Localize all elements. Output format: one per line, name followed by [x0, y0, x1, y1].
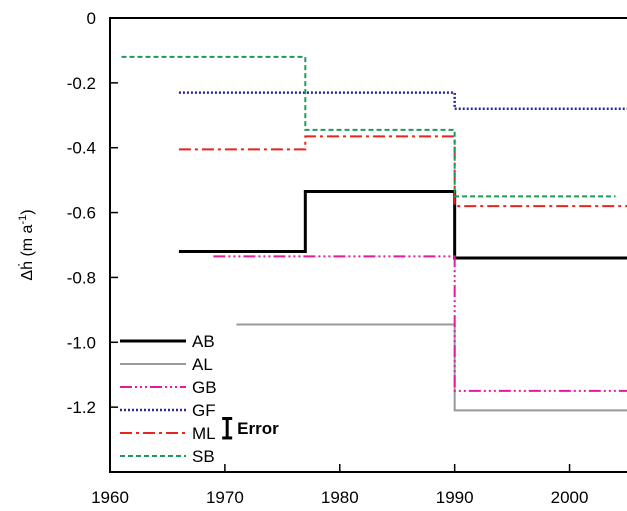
legend: AB AL GB GF ML SB: [120, 332, 217, 466]
y-tick-label: -0.4: [67, 139, 96, 158]
legend-label-ml: ML: [192, 424, 216, 443]
y-tick-label: -0.8: [67, 268, 96, 287]
x-tick-label: 2000: [551, 488, 589, 507]
y-axis-label: Δḣ (m a-1): [17, 209, 36, 280]
series-line-al: [236, 323, 627, 412]
x-tick-label: 1970: [206, 488, 244, 507]
y-axis: 0 -0.2 -0.4 -0.6 -0.8 -1.0 -1.2: [67, 9, 118, 417]
legend-label-gb: GB: [192, 378, 217, 397]
y-tick-label: -1.2: [67, 398, 96, 417]
error-indicator: Error: [222, 416, 279, 440]
legend-label-ab: AB: [192, 332, 215, 351]
x-tick-label: 1960: [91, 488, 129, 507]
legend-label-sb: SB: [192, 447, 215, 466]
plot-area: [121, 55, 627, 412]
series-line-ml: [178, 135, 627, 208]
series-line-gb: [213, 255, 627, 392]
series-line-gf: [178, 91, 627, 111]
x-axis: 1960 1970 1980 1990 2000: [91, 464, 588, 507]
x-tick-label: 1990: [436, 488, 474, 507]
series-line-ab: [178, 189, 627, 260]
legend-label-al: AL: [192, 355, 213, 374]
y-tick-label: -0.6: [67, 204, 96, 223]
error-label: Error: [237, 419, 279, 438]
y-tick-label: -0.2: [67, 74, 96, 93]
plot-frame: [109, 17, 627, 473]
series-line-sb: [121, 55, 616, 198]
y-tick-label: -1.0: [67, 333, 96, 352]
y-tick-label: 0: [87, 9, 96, 28]
legend-label-gf: GF: [192, 401, 216, 420]
x-tick-label: 1980: [321, 488, 359, 507]
